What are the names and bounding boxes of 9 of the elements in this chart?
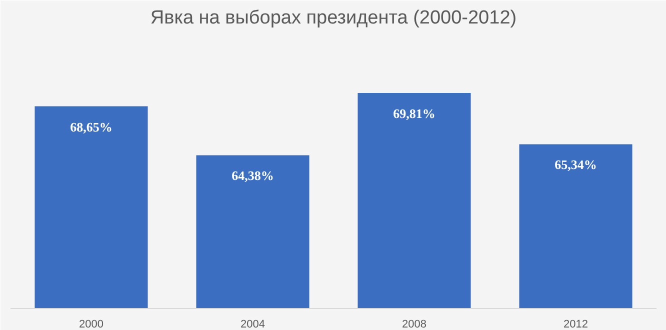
- data-label: 64,38%: [232, 168, 274, 184]
- data-label: 69,81%: [393, 106, 436, 121]
- x-tick-label: 2000: [79, 318, 104, 330]
- x-tick-label: 2008: [402, 318, 426, 330]
- x-tick-label: 2012: [564, 318, 588, 330]
- chart-title: Явка на выборах президента (2000-2012): [150, 8, 517, 28]
- data-label: 68,65%: [70, 119, 112, 134]
- x-tick-label: 2004: [240, 318, 265, 330]
- data-label: 65,34%: [554, 157, 597, 172]
